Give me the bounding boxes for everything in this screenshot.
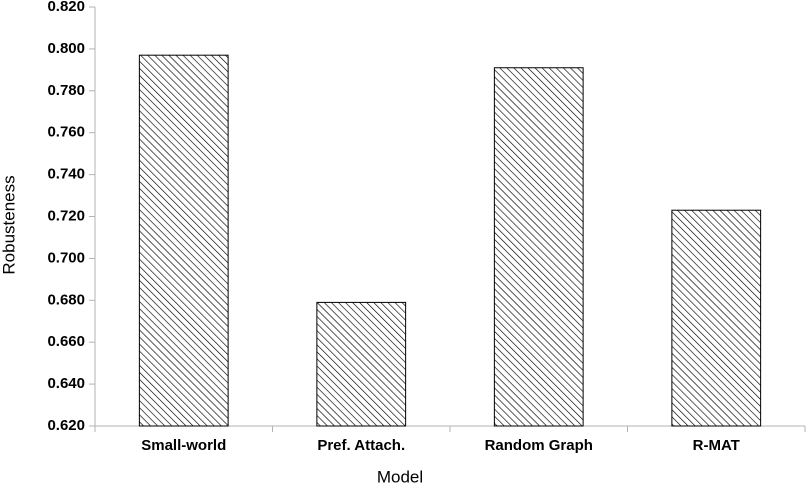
y-tick-label: 0.780 xyxy=(47,82,85,99)
x-tick-label: Small-world xyxy=(141,437,226,454)
y-tick-label: 0.700 xyxy=(47,249,85,266)
bar xyxy=(671,209,762,427)
y-tick-label: 0.620 xyxy=(47,417,85,434)
y-tick-label: 0.640 xyxy=(47,375,85,392)
y-tick-label: 0.740 xyxy=(47,166,85,183)
y-tick-label: 0.680 xyxy=(47,291,85,308)
y-tick-label: 0.720 xyxy=(47,207,85,224)
bar xyxy=(493,67,584,427)
y-tick-label: 0.660 xyxy=(47,333,85,350)
x-tick-label: R-MAT xyxy=(693,437,740,454)
y-tick-label: 0.760 xyxy=(47,124,85,141)
x-tick-label: Pref. Attach. xyxy=(317,437,405,454)
y-axis-title: Robusteness xyxy=(0,175,18,274)
x-axis-title: Model xyxy=(377,467,423,485)
y-tick-label: 0.800 xyxy=(47,40,85,57)
y-tick-label: 0.820 xyxy=(47,0,85,15)
bar xyxy=(138,54,229,427)
x-tick-label: Random Graph xyxy=(485,437,593,454)
bar xyxy=(316,301,407,427)
